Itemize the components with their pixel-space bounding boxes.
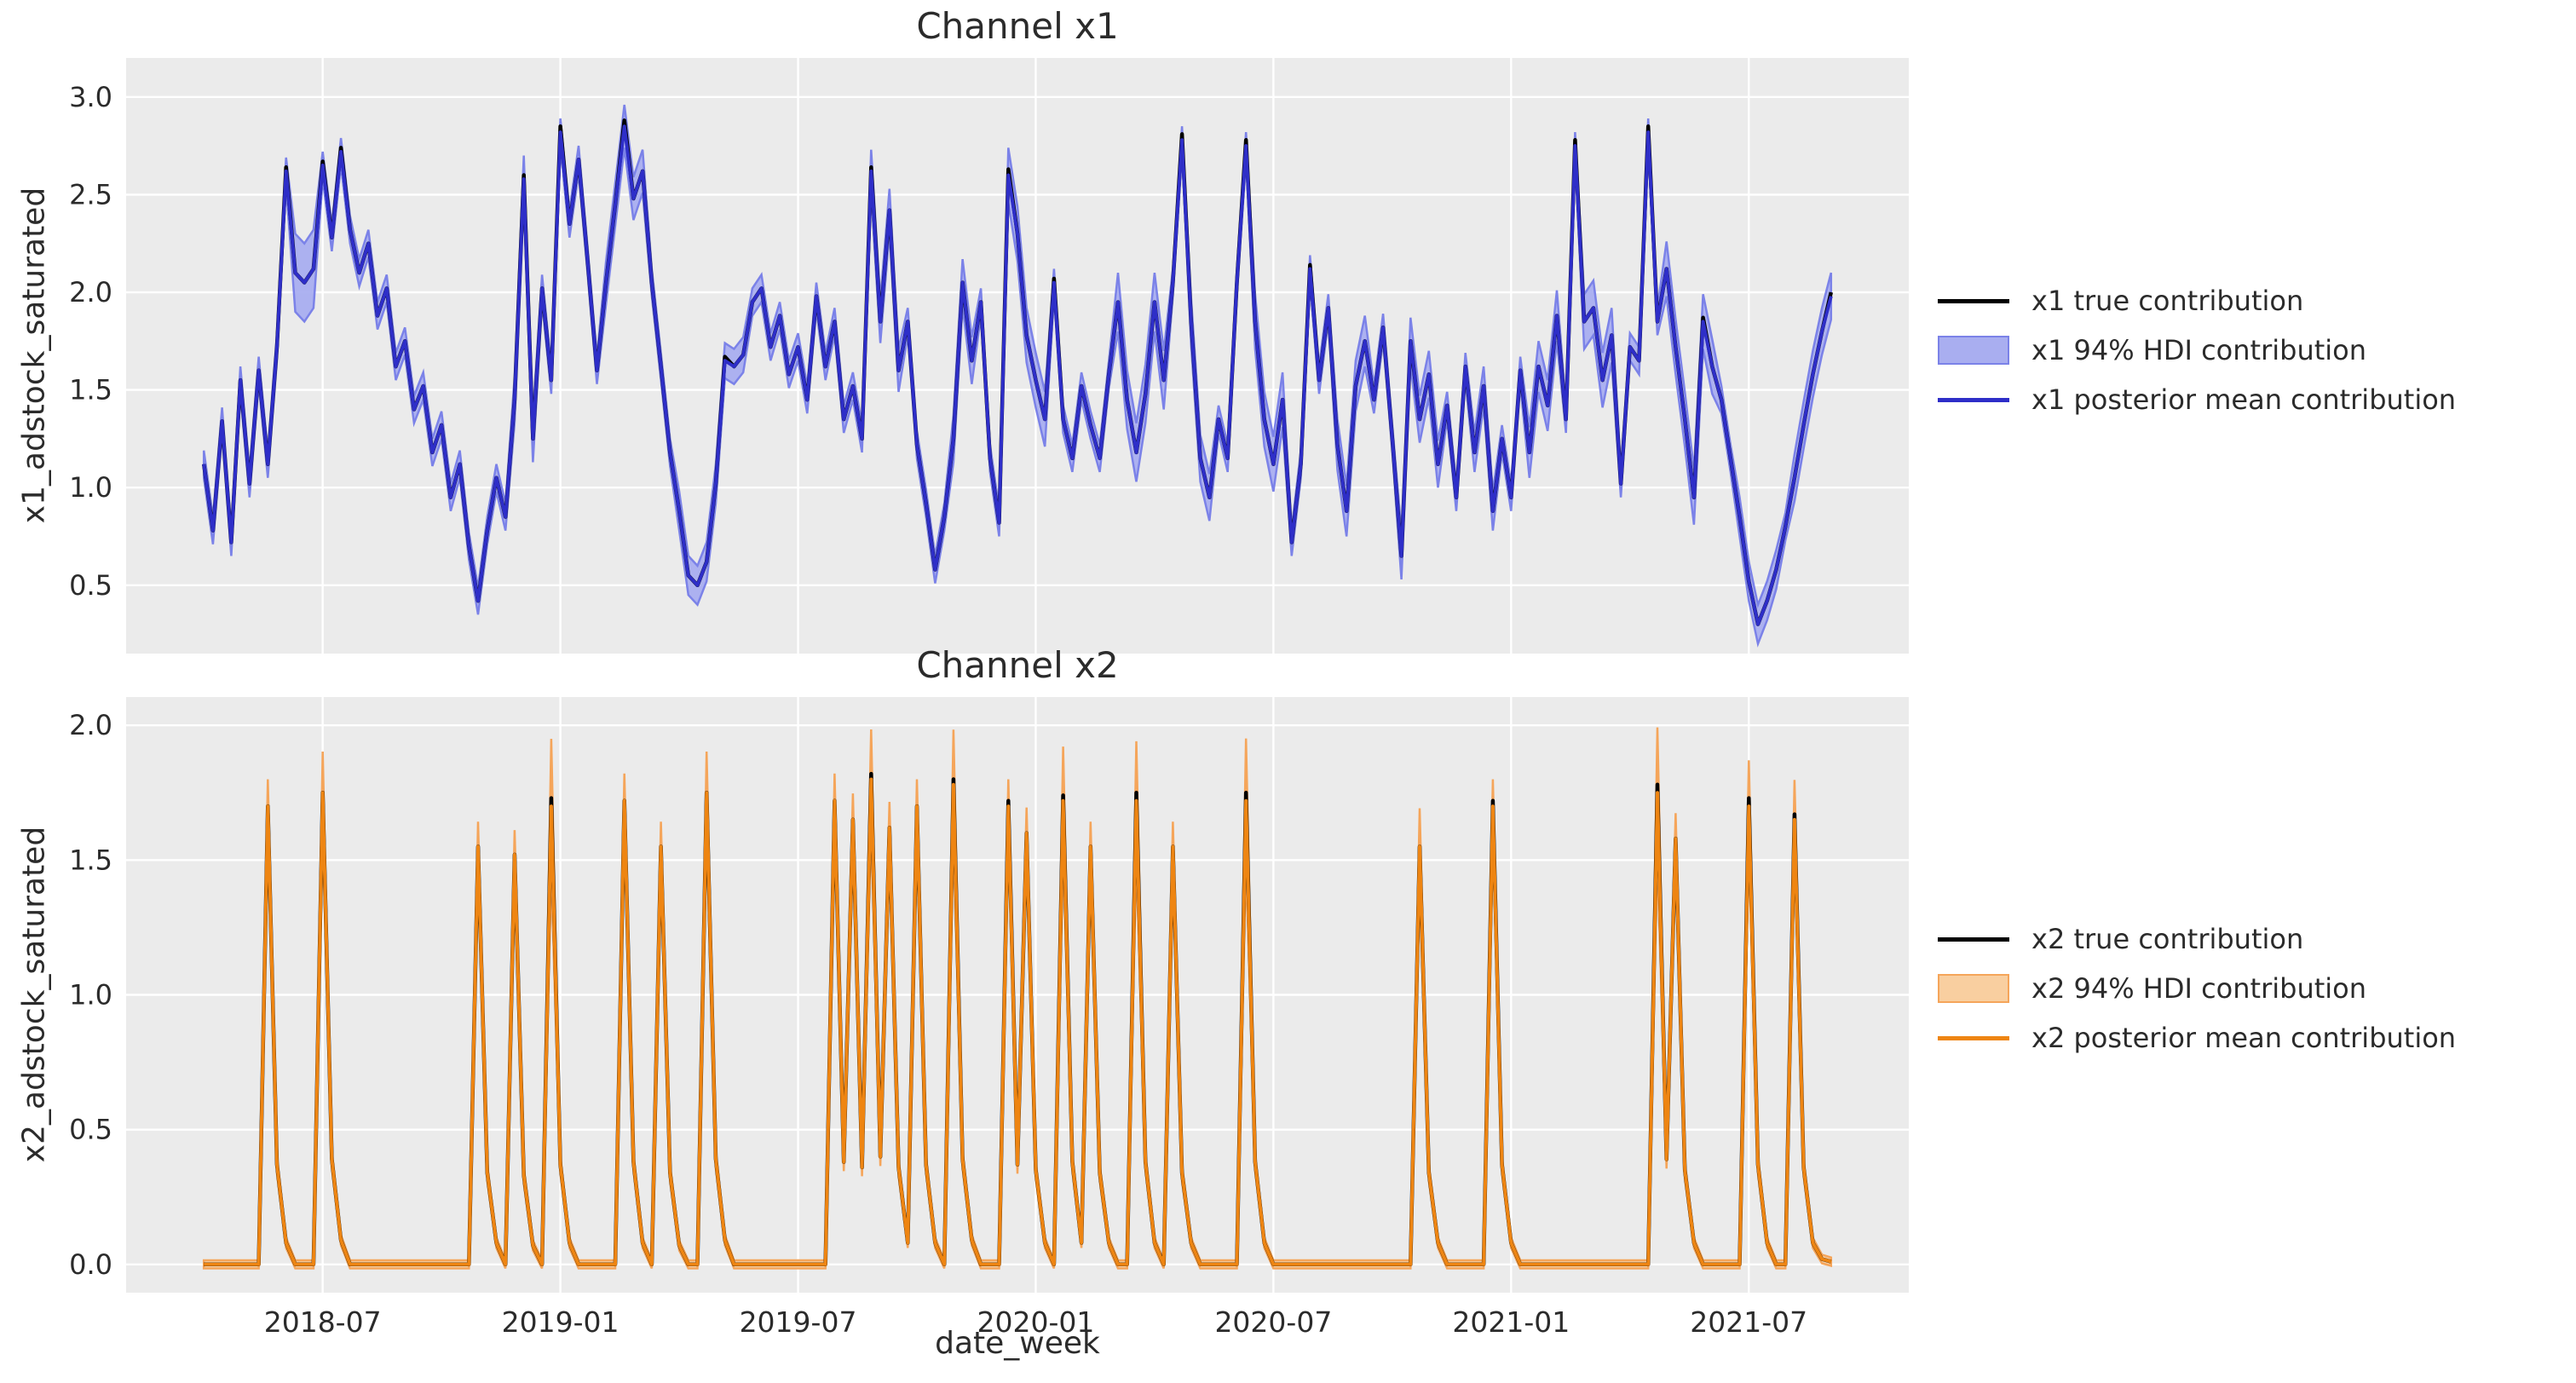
y-tick-label: 2.0 — [69, 709, 112, 741]
legend-item-x1-true: x1 true contribution — [1938, 276, 2456, 326]
x-axis-label: date_week — [935, 1326, 1100, 1361]
legend-item-x2-hdi: x2 94% HDI contribution — [1938, 964, 2456, 1013]
y-tick-label: 0.5 — [69, 1114, 112, 1146]
legend-label: x2 94% HDI contribution — [2031, 972, 2367, 1005]
axes-1: 0.5 1.0 1.5 2.0 2.5 3.0 — [69, 58, 1909, 654]
y-tick-label: 0.0 — [69, 1248, 112, 1281]
x-tick-label: 2020-07 — [1214, 1305, 1332, 1339]
x-tick-label: 2019-07 — [740, 1305, 857, 1339]
posterior-mean-line — [202, 124, 1833, 626]
legend-item-x2-true: x2 true contribution — [1938, 914, 2456, 964]
x-tick-label: 2020-01 — [977, 1305, 1095, 1339]
x2-hdi-patch-swatch — [1938, 974, 2009, 1003]
x1-true-line-swatch — [1938, 298, 2009, 303]
legend-item-x1-hdi: x1 94% HDI contribution — [1938, 326, 2456, 375]
x1-posterior-mean-line-swatch — [1938, 397, 2009, 402]
x-tick-label: 2021-07 — [1690, 1305, 1807, 1339]
x2-posterior-mean-line-swatch — [1938, 1035, 2009, 1040]
y-tick-label: 2.5 — [69, 178, 112, 210]
legend-label: x1 posterior mean contribution — [2031, 383, 2457, 416]
legend-label: x2 true contribution — [2031, 923, 2304, 955]
x-tick-label: 2019-01 — [502, 1305, 620, 1339]
y-tick-label: 1.0 — [69, 471, 112, 504]
y-tick-label: 1.5 — [69, 844, 112, 876]
y-tick-label: 1.5 — [69, 374, 112, 406]
axes-2: 0.0 0.5 1.0 1.5 2.0 2018-07 2019-01 2019-07 2020… — [69, 697, 1909, 1339]
legend-item-x1-mean: x1 posterior mean contribution — [1938, 375, 2456, 424]
x1-hdi-patch-swatch — [1938, 336, 2009, 365]
chart1-title: Channel x1 — [916, 5, 1119, 47]
chart2-title: Channel x2 — [916, 644, 1119, 686]
chart1-y-axis-label: x1_adstock_saturated — [16, 187, 52, 524]
legend-label: x1 94% HDI contribution — [2031, 334, 2367, 366]
chart1-legend: x1 true contribution x1 94% HDI contribu… — [1938, 276, 2456, 424]
y-tick-label: 2.0 — [69, 276, 112, 308]
chart2-y-axis-label: x2_adstock_saturated — [16, 826, 52, 1163]
posterior-mean-line — [204, 777, 1832, 1266]
y-tick-label: 1.0 — [69, 979, 112, 1011]
x-tick-label: 2018-07 — [264, 1305, 382, 1339]
legend-label: x2 posterior mean contribution — [2031, 1022, 2457, 1054]
x-tick-label: 2021-01 — [1452, 1305, 1570, 1339]
x2-true-line-swatch — [1938, 936, 2009, 942]
y-tick-label: 0.5 — [69, 569, 112, 602]
series-group — [202, 727, 1833, 1270]
y-tick-label: 3.0 — [69, 81, 112, 113]
legend-item-x2-mean: x2 posterior mean contribution — [1938, 1013, 2456, 1063]
series-group — [201, 104, 1833, 648]
legend-label: x1 true contribution — [2031, 285, 2304, 317]
chart2-legend: x2 true contribution x2 94% HDI contribu… — [1938, 914, 2456, 1063]
